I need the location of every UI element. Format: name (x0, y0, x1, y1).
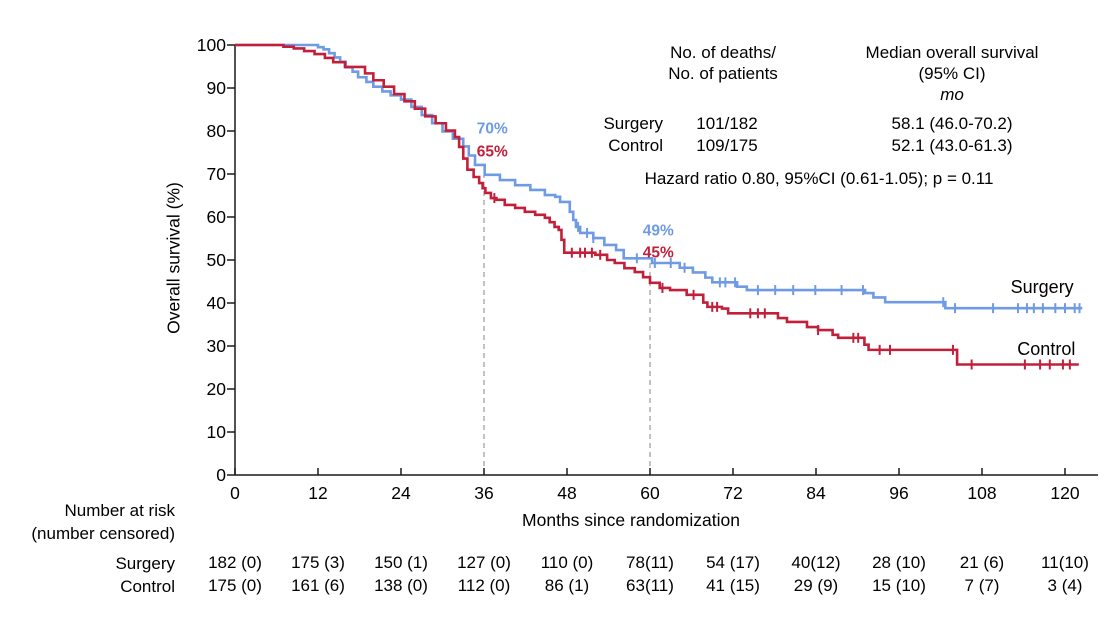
stats-deaths-control: 109/175 (696, 136, 758, 155)
y-tick-label-50: 50 (206, 250, 226, 270)
risk-row-label-control: Control (120, 577, 175, 596)
survival-pct-label-45%: 45% (643, 244, 674, 261)
y-tick-label-20: 20 (206, 379, 226, 399)
risk-cell-control-48mo: 86 (1) (544, 576, 590, 595)
risk-cell-surgery-60mo: 78(11) (626, 553, 674, 572)
risk-cell-surgery-24mo: 150 (1) (374, 553, 428, 572)
risk-cell-control-0mo: 175 (0) (208, 576, 262, 595)
risk-row-label-surgery: Surgery (115, 554, 175, 573)
x-tick-label-108: 108 (967, 483, 997, 503)
deaths-header-line2: No. of patients (668, 64, 778, 83)
y-tick-label-100: 100 (196, 35, 226, 55)
risk-cell-control-120mo: 3 (4) (1047, 576, 1083, 595)
survival-pct-label-65%: 65% (477, 144, 508, 161)
x-tick-label-0: 0 (230, 483, 240, 503)
x-tick-label-84: 84 (806, 483, 826, 503)
risk-cell-control-108mo: 7 (7) (964, 576, 1000, 595)
deaths-column-header: No. of deaths/ No. of patients (633, 42, 813, 84)
x-tick-label-72: 72 (723, 483, 743, 503)
x-tick-label-60: 60 (640, 483, 660, 503)
hazard-ratio-annotation: Hazard ratio 0.80, 95%CI (0.61-1.05); p … (644, 169, 994, 188)
stats-row-label-control: Control (608, 136, 663, 155)
y-tick-label-30: 30 (206, 336, 226, 356)
stats-median-surgery: 58.1 (46.0-70.2) (891, 114, 1013, 133)
risk-cell-surgery-72mo: 54 (17) (706, 553, 760, 572)
y-tick-label-80: 80 (206, 121, 226, 141)
deaths-header-line1: No. of deaths/ (670, 43, 776, 62)
y-tick-label-70: 70 (206, 164, 226, 184)
survival-pct-label-70%: 70% (477, 120, 508, 137)
y-tick-label-40: 40 (206, 293, 226, 313)
risk-cell-control-24mo: 138 (0) (374, 576, 428, 595)
km-curve-surgery (235, 43, 1083, 310)
y-tick-label-10: 10 (206, 422, 226, 442)
x-tick-label-120: 120 (1050, 483, 1080, 503)
risk-cell-surgery-108mo: 21 (6) (959, 553, 1005, 572)
median-column-header: Median overall survival (95% CI) mo (822, 42, 1082, 105)
curve-label-control: Control (1017, 339, 1075, 359)
risk-cell-surgery-0mo: 182 (0) (208, 553, 262, 572)
risk-cell-surgery-48mo: 110 (0) (540, 553, 594, 572)
risk-cell-surgery-36mo: 127 (0) (457, 553, 511, 572)
x-tick-label-48: 48 (557, 483, 577, 503)
y-tick-label-0: 0 (216, 465, 226, 485)
y-axis-title: Overall survival (%) (163, 182, 184, 334)
survival-pct-label-49%: 49% (643, 222, 674, 239)
median-header-line2: (95% CI) (918, 64, 986, 83)
risk-cell-control-84mo: 29 (9) (793, 576, 839, 595)
curve-label-surgery: Surgery (1011, 277, 1074, 297)
x-tick-label-12: 12 (308, 483, 328, 503)
risk-cell-control-96mo: 15 (10) (872, 576, 926, 595)
risk-cell-surgery-120mo: 11(10) (1041, 553, 1089, 572)
stats-median-control: 52.1 (43.0-61.3) (891, 136, 1013, 155)
risk-cell-control-36mo: 112 (0) (457, 576, 511, 595)
y-tick-label-90: 90 (206, 78, 226, 98)
risk-cell-surgery-96mo: 28 (10) (872, 553, 926, 572)
median-header-line1: Median overall survival (865, 43, 1039, 62)
stats-row-label-surgery: Surgery (603, 114, 663, 133)
x-axis-title: Months since randomization (522, 510, 740, 530)
x-tick-label-36: 36 (474, 483, 494, 503)
risk-table-title-line2: (number censored) (31, 524, 175, 543)
risk-cell-control-60mo: 63(11) (626, 576, 674, 595)
km-curve-control (235, 43, 1079, 366)
median-header-units: mo (940, 85, 964, 104)
x-tick-label-24: 24 (391, 483, 411, 503)
risk-cell-control-12mo: 161 (6) (291, 576, 345, 595)
x-tick-label-96: 96 (889, 483, 909, 503)
risk-cell-control-72mo: 41 (15) (706, 576, 760, 595)
stats-deaths-surgery: 101/182 (696, 114, 758, 133)
y-tick-label-60: 60 (206, 207, 226, 227)
risk-cell-surgery-84mo: 40(12) (791, 553, 841, 572)
median-header-line3: mo (822, 84, 1082, 105)
risk-cell-surgery-12mo: 175 (3) (291, 553, 345, 572)
risk-table-title-line1: Number at risk (64, 501, 175, 520)
